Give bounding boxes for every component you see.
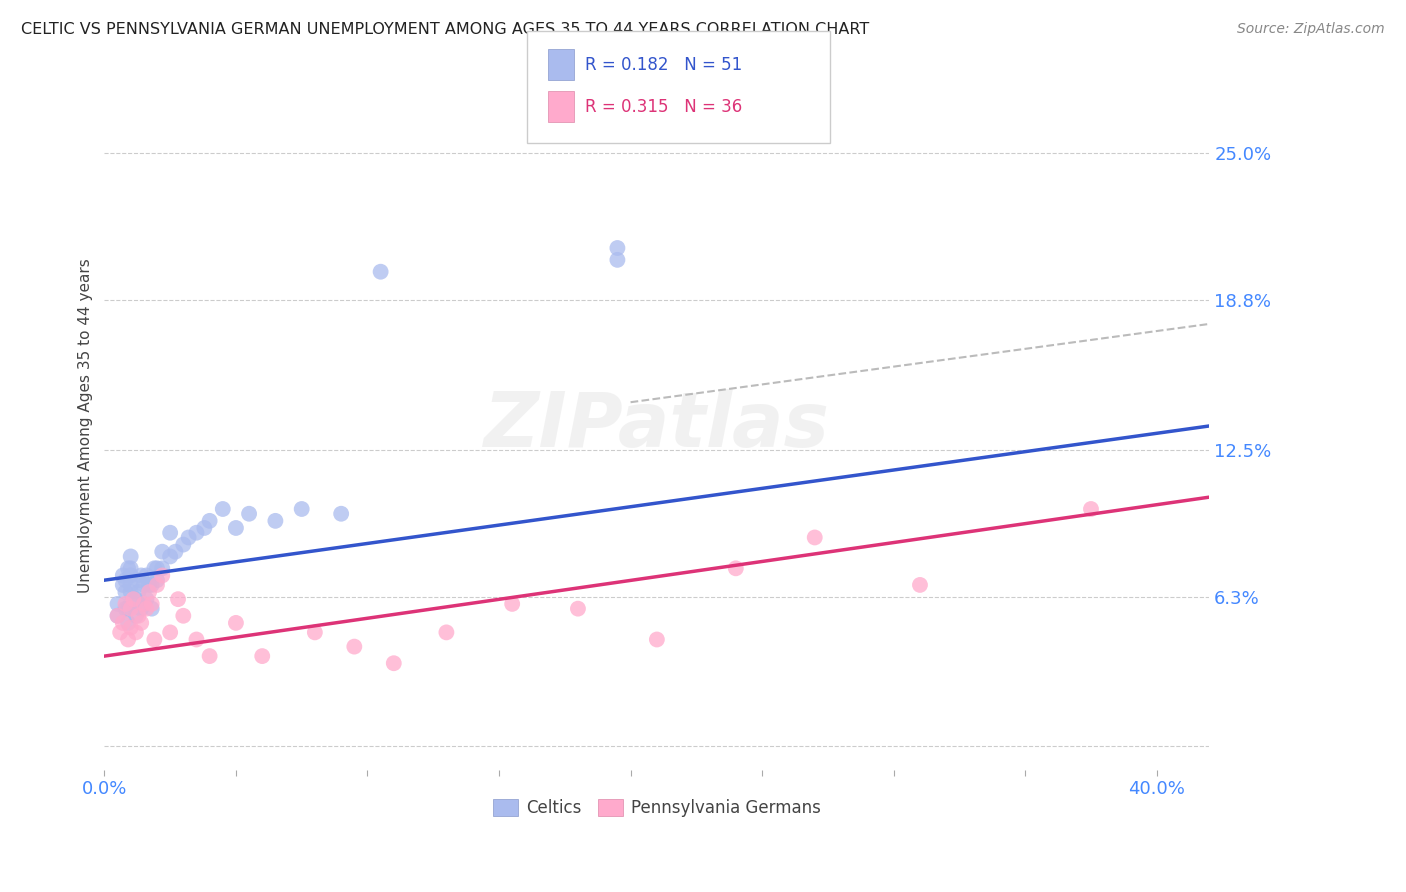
Point — [117, 601, 139, 615]
Point — [567, 601, 589, 615]
Point — [128, 585, 150, 599]
Point — [114, 573, 136, 587]
Point — [172, 538, 194, 552]
Point — [291, 502, 314, 516]
Point — [143, 561, 166, 575]
Point — [330, 507, 353, 521]
Text: R = 0.315   N = 36: R = 0.315 N = 36 — [585, 97, 742, 116]
Point — [132, 597, 155, 611]
Point — [606, 241, 628, 255]
Point — [159, 525, 181, 540]
Point — [120, 549, 142, 564]
Point — [141, 601, 163, 615]
Point — [225, 521, 247, 535]
Point — [125, 625, 148, 640]
Text: CELTIC VS PENNSYLVANIA GERMAN UNEMPLOYMENT AMONG AGES 35 TO 44 YEARS CORRELATION: CELTIC VS PENNSYLVANIA GERMAN UNEMPLOYME… — [21, 22, 869, 37]
Point — [198, 514, 221, 528]
Point — [908, 578, 931, 592]
Point — [128, 573, 150, 587]
Point — [108, 625, 131, 640]
Point — [167, 592, 190, 607]
Point — [138, 585, 160, 599]
Point — [132, 597, 155, 611]
Point — [225, 615, 247, 630]
Point — [111, 578, 134, 592]
Point — [120, 621, 142, 635]
Point — [107, 597, 129, 611]
Point — [501, 597, 523, 611]
Point — [304, 625, 326, 640]
Point — [120, 585, 142, 599]
Point — [186, 632, 208, 647]
Point — [141, 578, 163, 592]
Text: R = 0.182   N = 51: R = 0.182 N = 51 — [585, 55, 742, 74]
Point — [120, 601, 142, 615]
Point — [252, 649, 274, 664]
Point — [150, 545, 173, 559]
Point — [132, 578, 155, 592]
Y-axis label: Unemployment Among Ages 35 to 44 years: Unemployment Among Ages 35 to 44 years — [79, 259, 93, 593]
Point — [238, 507, 260, 521]
Point — [177, 531, 200, 545]
Point — [645, 632, 668, 647]
Point — [120, 597, 142, 611]
Point — [120, 578, 142, 592]
Point — [135, 568, 157, 582]
Point — [382, 657, 405, 671]
Point — [211, 502, 233, 516]
Legend: Celtics, Pennsylvania Germans: Celtics, Pennsylvania Germans — [486, 792, 828, 823]
Point — [117, 632, 139, 647]
Point — [724, 561, 747, 575]
Text: ZIPatlas: ZIPatlas — [484, 389, 830, 463]
Point — [165, 545, 187, 559]
Point — [117, 561, 139, 575]
Point — [150, 568, 173, 582]
Point — [125, 592, 148, 607]
Point — [172, 608, 194, 623]
Point — [146, 573, 169, 587]
Point — [198, 649, 221, 664]
Point — [129, 615, 152, 630]
Point — [129, 568, 152, 582]
Point — [434, 625, 457, 640]
Point — [193, 521, 215, 535]
Point — [114, 597, 136, 611]
Point — [150, 561, 173, 575]
Point — [107, 608, 129, 623]
Point — [129, 601, 152, 615]
Point — [606, 252, 628, 267]
Point — [159, 625, 181, 640]
Point — [186, 525, 208, 540]
Point — [141, 597, 163, 611]
Point — [107, 608, 129, 623]
Point — [128, 608, 150, 623]
Point — [111, 568, 134, 582]
Point — [111, 615, 134, 630]
Point — [803, 531, 825, 545]
Point — [120, 561, 142, 575]
Point — [143, 632, 166, 647]
Point — [343, 640, 366, 654]
Point — [117, 615, 139, 630]
Point — [114, 585, 136, 599]
Point — [122, 592, 145, 607]
Point — [146, 578, 169, 592]
Point — [159, 549, 181, 564]
Point — [135, 592, 157, 607]
Point — [135, 601, 157, 615]
Point — [370, 265, 392, 279]
Point — [138, 578, 160, 592]
Point — [1080, 502, 1102, 516]
Text: Source: ZipAtlas.com: Source: ZipAtlas.com — [1237, 22, 1385, 37]
Point — [125, 608, 148, 623]
Point — [146, 561, 169, 575]
Point — [114, 601, 136, 615]
Point — [264, 514, 287, 528]
Point — [120, 568, 142, 582]
